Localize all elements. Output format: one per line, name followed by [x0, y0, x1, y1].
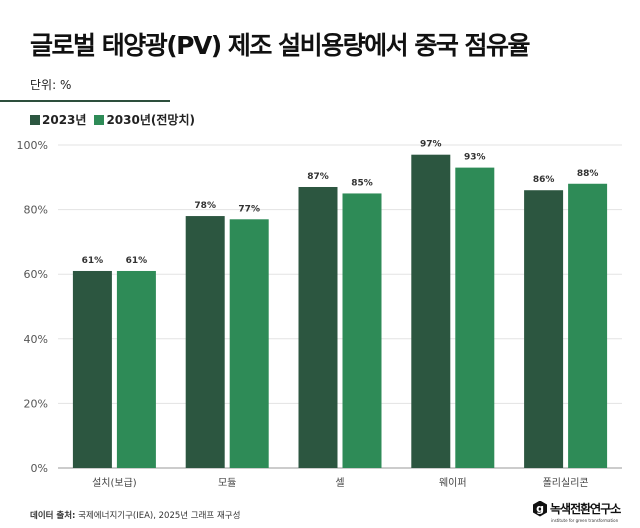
- y-tick-label: 40%: [24, 333, 48, 346]
- bar: [411, 154, 451, 468]
- logo-name: 녹색전환연구소: [550, 502, 621, 516]
- bar: [342, 193, 382, 468]
- x-tick-label: 설치(보급): [92, 477, 137, 489]
- data-label: 86%: [533, 175, 555, 185]
- logo-sub: institute for green transformation: [551, 518, 619, 523]
- data-label: 61%: [82, 256, 104, 266]
- unit-label: 단위: %: [30, 78, 72, 92]
- legend-label: 2023년: [42, 113, 87, 127]
- y-tick-label: 100%: [17, 139, 48, 152]
- bar: [298, 186, 338, 469]
- legend-swatch: [94, 115, 105, 125]
- source-note: 데이터 출처: 국제에너지기구(IEA), 2025년 그래프 재구성: [30, 509, 240, 521]
- data-label: 85%: [351, 178, 373, 188]
- data-label: 88%: [577, 169, 599, 179]
- x-tick-label: 셀: [335, 477, 344, 489]
- y-tick-label: 20%: [24, 397, 48, 410]
- y-tick-label: 0%: [31, 462, 48, 475]
- data-label: 61%: [126, 256, 148, 266]
- bar: [455, 167, 495, 469]
- y-tick-label: 60%: [24, 268, 48, 281]
- x-tick-label: 웨이퍼: [439, 477, 467, 489]
- logo: g 녹색전환연구소 institute for green transforma…: [533, 500, 621, 523]
- bar: [524, 190, 564, 468]
- legend-swatch: [30, 115, 40, 125]
- y-tick-label: 80%: [24, 204, 48, 217]
- data-label: 97%: [420, 140, 442, 150]
- data-label: 77%: [238, 204, 260, 214]
- divider: [0, 100, 170, 102]
- bar: [72, 270, 112, 468]
- legend-item-2023: 2023년: [30, 111, 86, 128]
- bar: [229, 219, 269, 468]
- logo-icon: g: [533, 500, 547, 517]
- data-label: 93%: [464, 153, 486, 163]
- source-label: 데이터 출처:: [30, 511, 76, 521]
- source-text: 국제에너지기구(IEA), 2025년 그래프 재구성: [78, 511, 241, 521]
- chart-title: 글로벌 태양광(PV) 제조 설비용량에서 중국 점유율: [30, 31, 531, 60]
- x-tick-label: 폴리실리콘: [543, 477, 589, 489]
- x-tick-label: 모듈: [218, 477, 236, 489]
- legend: 2023년 2030년(전망치): [30, 111, 195, 128]
- bar: [568, 183, 608, 468]
- data-label: 87%: [307, 172, 329, 182]
- bar: [185, 216, 225, 468]
- legend-item-2030: 2030년(전망치): [94, 111, 195, 128]
- bar: [116, 270, 156, 468]
- data-label: 78%: [194, 201, 216, 211]
- legend-label: 2030년(전망치): [106, 113, 195, 127]
